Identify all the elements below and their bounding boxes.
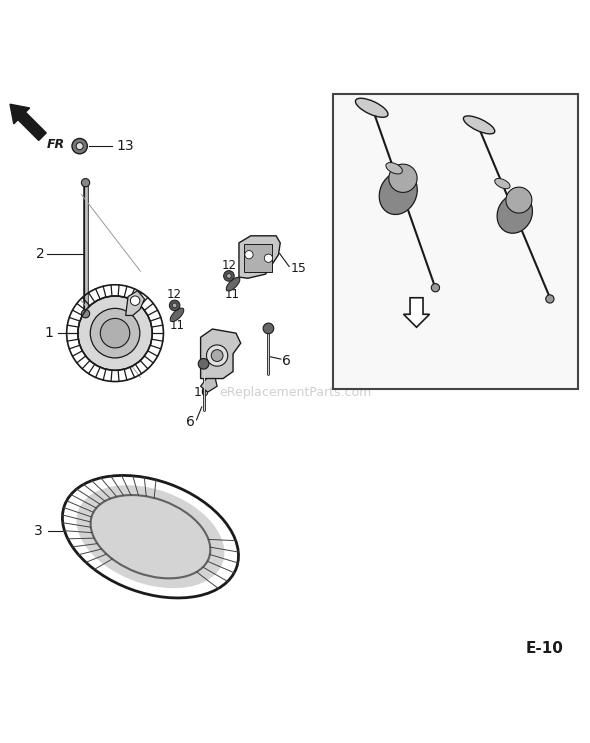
Text: 11: 11 [169, 319, 185, 332]
Ellipse shape [506, 187, 532, 213]
Bar [333, 94, 578, 389]
Text: 15: 15 [290, 262, 306, 275]
Ellipse shape [386, 163, 402, 174]
Text: 6: 6 [282, 354, 291, 368]
Ellipse shape [463, 116, 495, 134]
Circle shape [169, 300, 180, 311]
Ellipse shape [77, 485, 224, 588]
Ellipse shape [355, 98, 388, 117]
Circle shape [100, 319, 130, 348]
Ellipse shape [226, 277, 240, 291]
Ellipse shape [389, 164, 417, 192]
Ellipse shape [497, 194, 532, 233]
Text: E-10: E-10 [526, 641, 563, 656]
Text: 12: 12 [221, 259, 237, 272]
Circle shape [224, 270, 234, 282]
Ellipse shape [494, 178, 510, 189]
Ellipse shape [379, 172, 417, 215]
Text: E-3: E-3 [405, 335, 428, 349]
Circle shape [546, 295, 554, 303]
Circle shape [264, 254, 273, 262]
Circle shape [130, 296, 140, 305]
Circle shape [245, 250, 253, 259]
Circle shape [431, 284, 440, 292]
Circle shape [72, 138, 87, 154]
Circle shape [263, 323, 274, 334]
Circle shape [78, 296, 152, 370]
Polygon shape [201, 379, 217, 392]
Text: 3: 3 [34, 524, 42, 538]
Text: 11: 11 [224, 288, 240, 302]
Circle shape [206, 345, 228, 366]
Polygon shape [404, 298, 430, 327]
FancyArrow shape [10, 104, 46, 140]
Circle shape [90, 308, 140, 358]
Polygon shape [126, 291, 145, 316]
Text: 12: 12 [167, 288, 182, 302]
Circle shape [81, 178, 90, 186]
Text: 16: 16 [194, 386, 209, 399]
Text: 6: 6 [186, 415, 195, 429]
Text: 1: 1 [44, 326, 53, 340]
Text: FR: FR [47, 138, 65, 151]
Circle shape [227, 273, 231, 279]
Text: 2: 2 [36, 247, 44, 261]
Circle shape [76, 143, 83, 149]
Text: eReplacementParts.com: eReplacementParts.com [219, 386, 371, 399]
Circle shape [198, 359, 209, 369]
Text: 13: 13 [116, 139, 134, 153]
Circle shape [81, 310, 90, 318]
Bar [244, 244, 272, 273]
Circle shape [211, 350, 223, 362]
Circle shape [172, 303, 177, 308]
Polygon shape [201, 329, 241, 379]
Ellipse shape [170, 308, 184, 322]
Polygon shape [239, 236, 280, 279]
